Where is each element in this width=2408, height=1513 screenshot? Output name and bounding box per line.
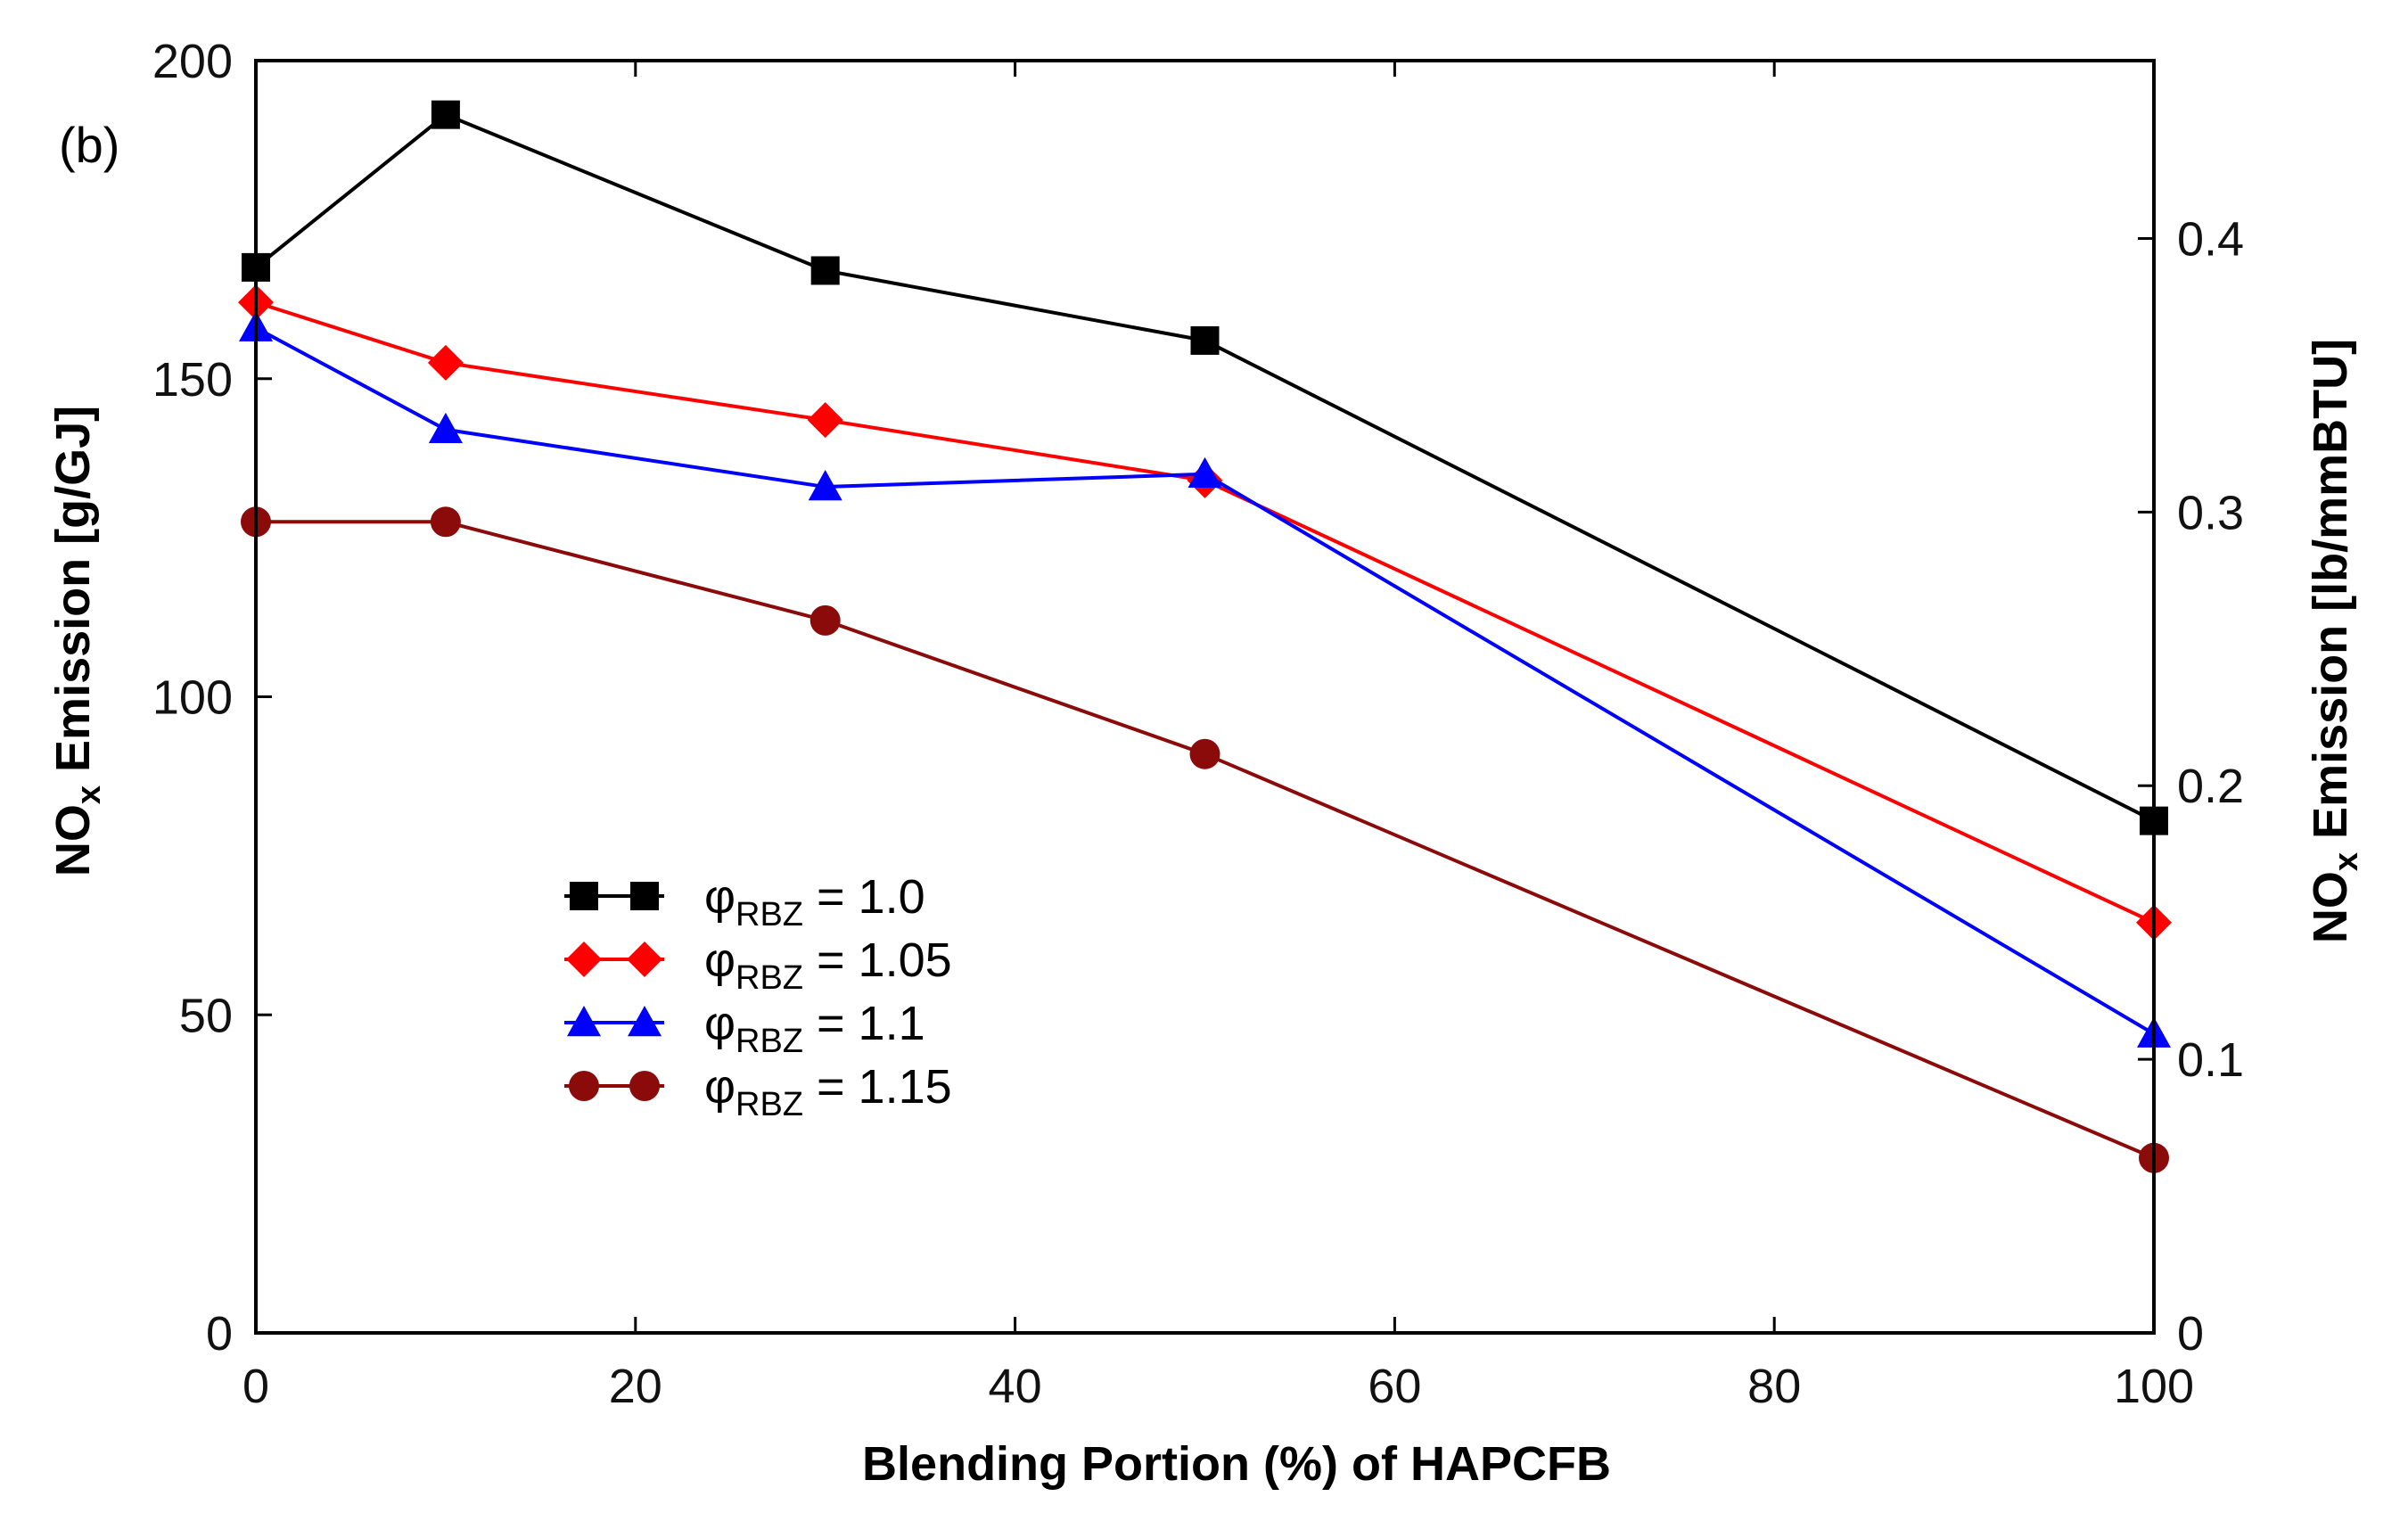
- legend-label-value: = 1.15: [803, 1060, 952, 1114]
- x-tick-label: 60: [1368, 1360, 1421, 1413]
- y-axis-title-main: NO: [46, 804, 100, 876]
- legend-label-subscript: RBZ: [736, 959, 803, 997]
- x-tick-label: 100: [2114, 1360, 2194, 1413]
- legend-item-1: φRBZ = 1.0: [564, 870, 925, 933]
- x-axis-title: Blending Portion (%) of HAPCFB: [862, 1437, 1611, 1491]
- y2-axis-title: NOx Emission [lb/mmBTU]: [2304, 339, 2365, 943]
- legend-label-value: = 1.05: [803, 933, 952, 987]
- y2-tick-label: 0: [2177, 1307, 2204, 1361]
- x-tick-label: 80: [1747, 1360, 1801, 1413]
- legend-label: φRBZ = 1.05: [704, 933, 952, 997]
- y-axis-title: NOx Emission [g/GJ]: [46, 406, 108, 876]
- legend-item-3: φRBZ = 1.1: [564, 997, 925, 1060]
- y-tick-label: 200: [152, 35, 233, 88]
- panel-label: (b): [59, 117, 119, 173]
- data-point-circle: [430, 506, 461, 538]
- y2-tick-label: 0.1: [2177, 1033, 2244, 1087]
- y-tick-label: 150: [152, 353, 233, 407]
- legend-label-symbol: φ: [704, 933, 736, 987]
- legend-item-2: φRBZ = 1.05: [564, 933, 952, 997]
- legend-label-subscript: RBZ: [736, 1023, 803, 1060]
- y2-axis-title-rest: Emission [lb/mmBTU]: [2304, 339, 2357, 852]
- data-point-square: [1190, 325, 1220, 355]
- data-point-diamond: [427, 344, 464, 381]
- data-point-triangle: [1188, 456, 1222, 488]
- data-point-triangle: [428, 412, 463, 444]
- y-axis-title-rest: Emission [g/GJ]: [46, 406, 100, 785]
- legend-label-subscript: RBZ: [736, 1086, 803, 1123]
- legend-marker: [628, 1006, 662, 1037]
- legend-label-symbol: φ: [704, 1060, 736, 1114]
- data-point-circle: [1189, 738, 1220, 769]
- y-tick-label: 0: [206, 1307, 233, 1361]
- legend-marker: [630, 882, 659, 910]
- legend-marker: [567, 1006, 601, 1037]
- legend-label-value: = 1.0: [803, 870, 925, 924]
- y-tick-label: 50: [179, 989, 233, 1042]
- series-layer: [238, 100, 2172, 1173]
- data-point-square: [810, 256, 840, 285]
- legend-label: φRBZ = 1.1: [704, 997, 925, 1060]
- data-point-diamond: [807, 402, 843, 439]
- y-tick-label: 100: [152, 671, 233, 725]
- y2-axis-title-main: NO: [2304, 871, 2357, 943]
- legend-label-value: = 1.1: [803, 997, 925, 1050]
- data-point-square: [431, 100, 460, 129]
- x-tick-label: 40: [989, 1360, 1042, 1413]
- x-tick-label: 0: [242, 1360, 269, 1413]
- legend-label: φRBZ = 1.15: [704, 1060, 952, 1123]
- y2-tick-label: 0.4: [2177, 212, 2244, 266]
- legend-marker: [627, 942, 662, 977]
- plot-frame: [254, 59, 2156, 1335]
- y2-tick-label: 0.2: [2177, 760, 2244, 813]
- series-4: [241, 506, 2169, 1173]
- data-point-circle: [810, 604, 841, 636]
- y2-axis-title-subscript: x: [2328, 852, 2365, 871]
- legend-label-symbol: φ: [704, 870, 736, 924]
- legend-marker: [629, 1071, 660, 1101]
- legend-label-symbol: φ: [704, 997, 736, 1050]
- legend-label-subscript: RBZ: [736, 896, 803, 933]
- legend-item-4: φRBZ = 1.15: [564, 1060, 952, 1123]
- data-point-triangle: [808, 470, 842, 501]
- legend-marker: [570, 882, 598, 910]
- x-tick-label: 20: [609, 1360, 662, 1413]
- y2-tick-label: 0.3: [2177, 486, 2244, 539]
- y-axis-title-subscript: x: [70, 785, 108, 804]
- legend-marker: [569, 1071, 599, 1101]
- legend-label: φRBZ = 1.0: [704, 870, 925, 933]
- legend-marker: [566, 942, 602, 977]
